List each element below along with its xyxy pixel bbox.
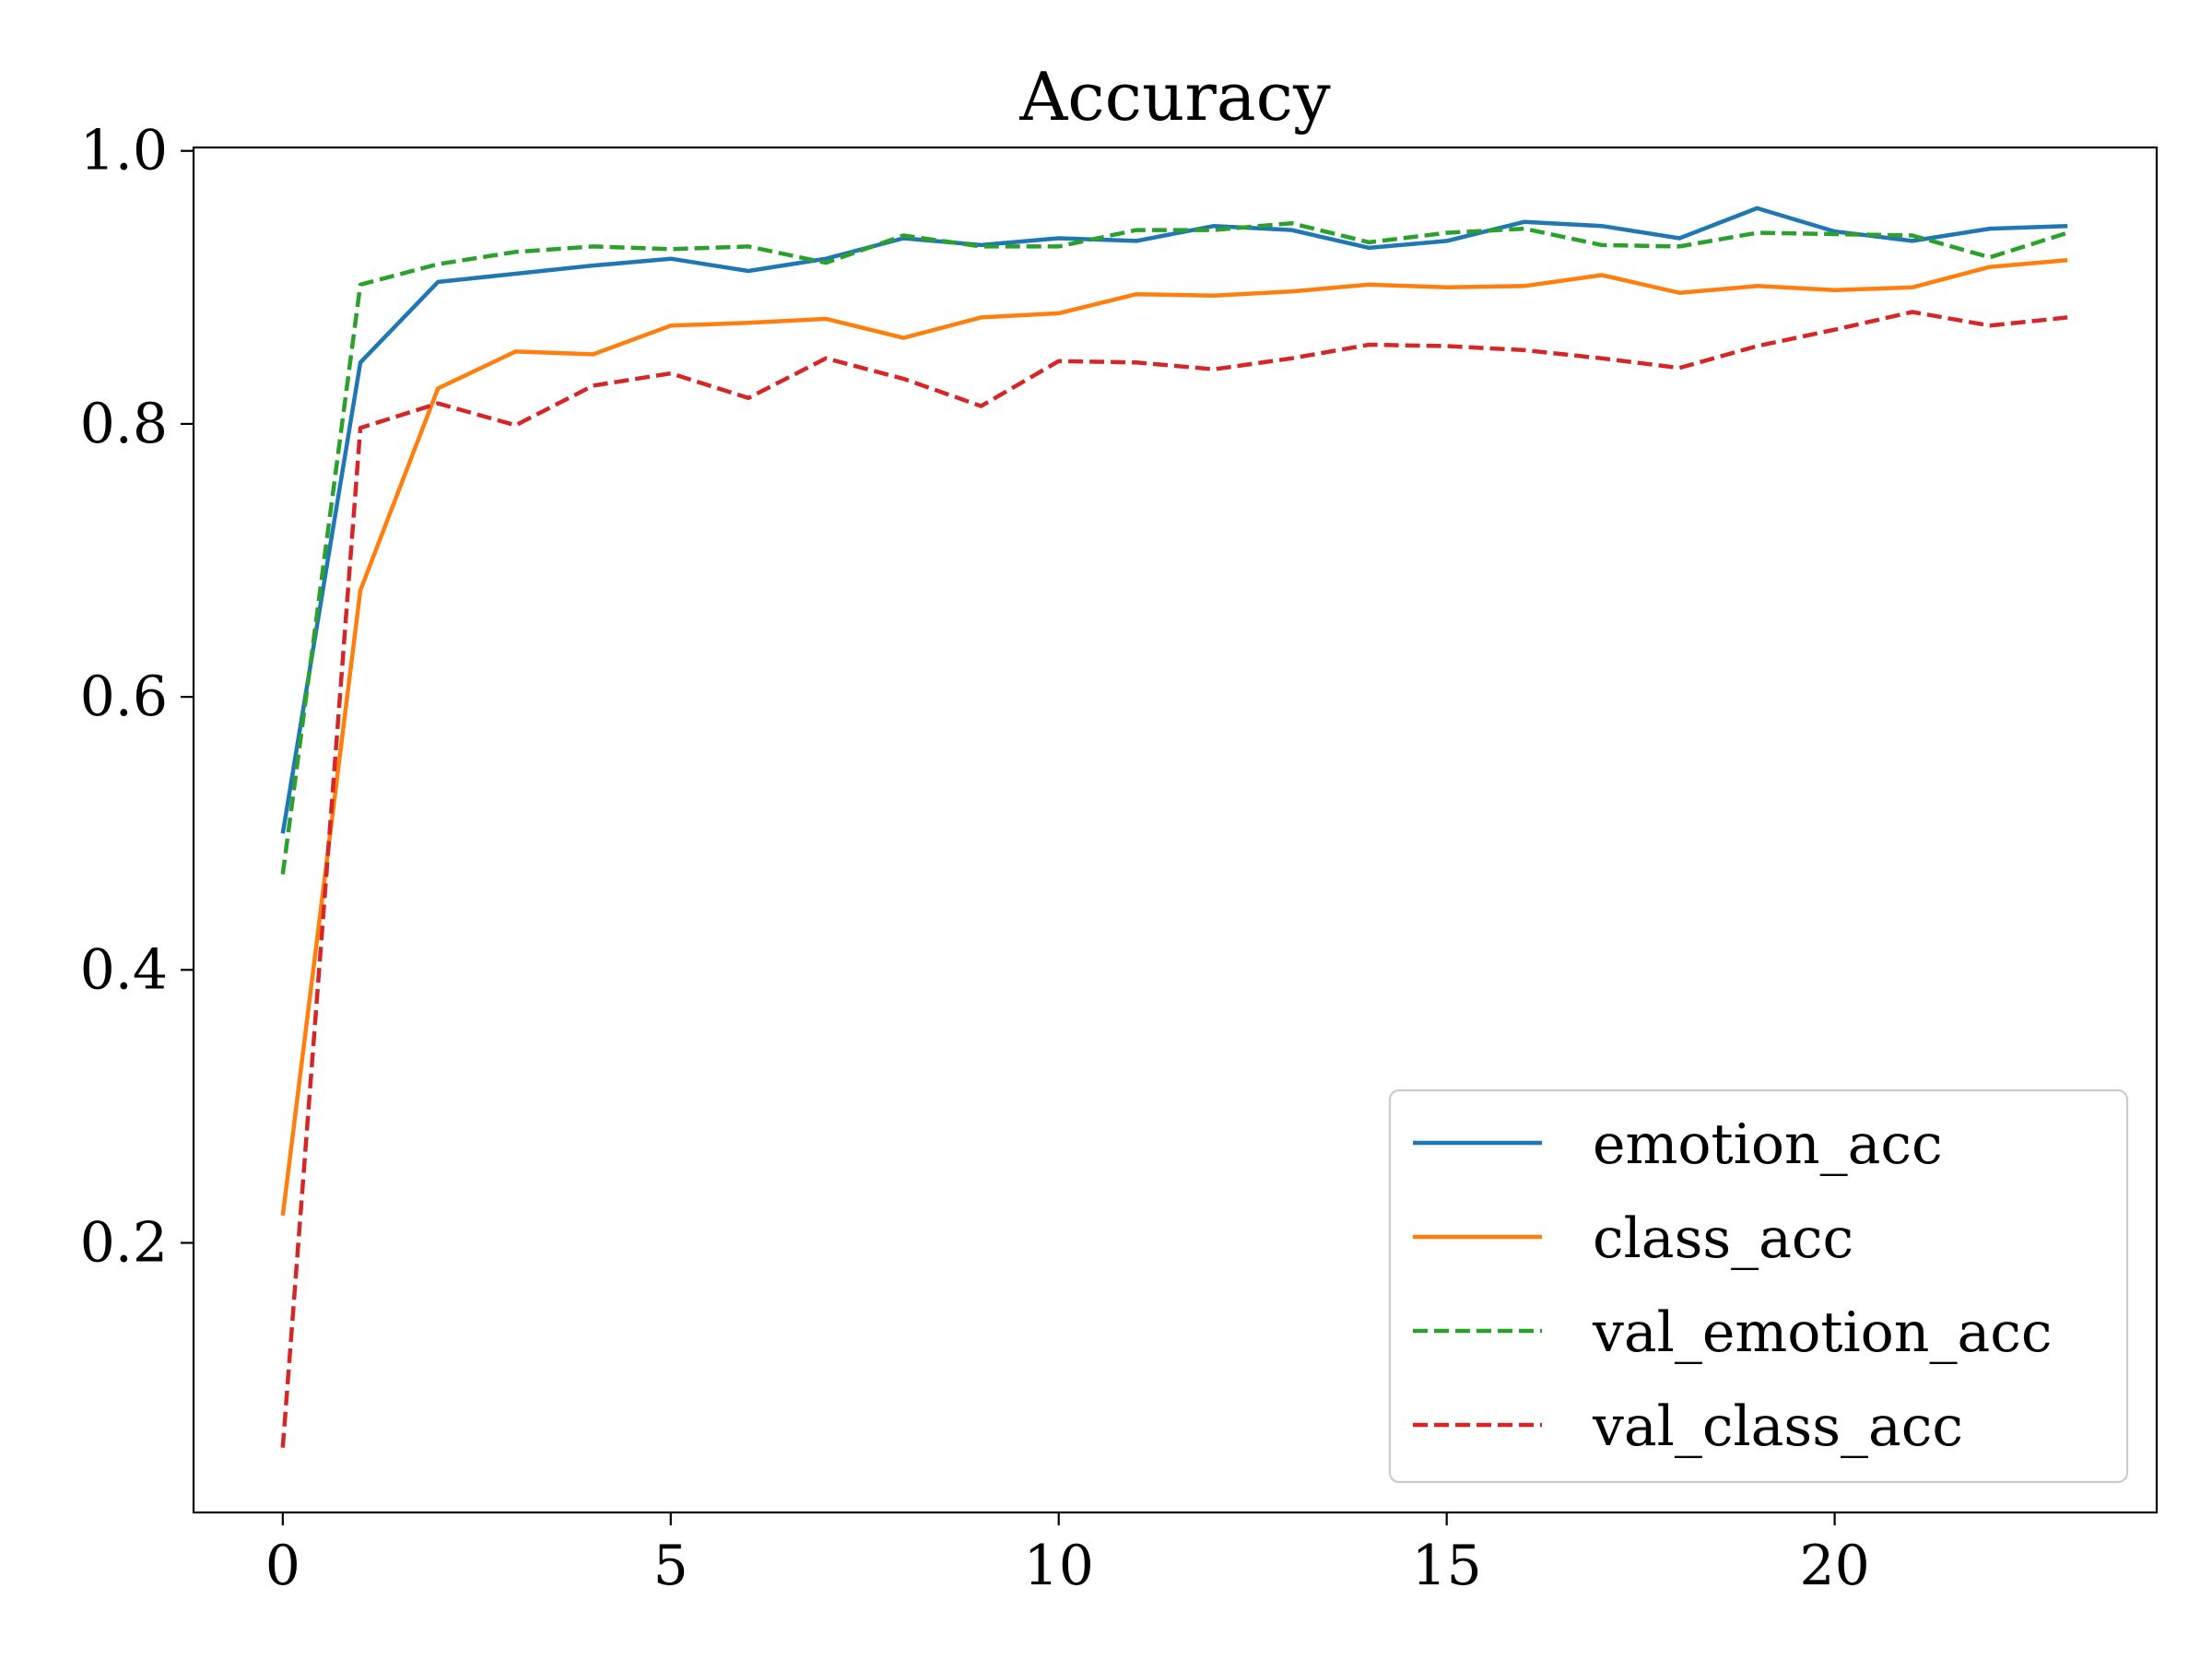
y-axis: 0.2 0.4 0.6 0.8 1.0 xyxy=(80,119,194,1276)
plot-frame xyxy=(192,146,2159,1514)
x-tick-label: 15 xyxy=(1411,1534,1481,1598)
x-tick-label: 20 xyxy=(1799,1534,1869,1598)
series-line-class-acc xyxy=(280,257,2068,1217)
legend: emotion_acc class_acc val_emotion_acc val_c… xyxy=(1388,1088,2129,1484)
legend-box xyxy=(1388,1088,2129,1484)
x-tick-label: 0 xyxy=(265,1534,300,1598)
series-line-emotion-acc xyxy=(280,206,2068,834)
x-tick-label: 10 xyxy=(1024,1534,1094,1598)
legend-label-val-emotion-acc: val_emotion_acc xyxy=(1592,1300,2052,1365)
chart-title: Accuracy xyxy=(1018,58,1331,135)
x-axis: 0 5 10 15 20 xyxy=(265,1512,1870,1598)
legend-label-emotion-acc: emotion_acc xyxy=(1593,1112,1943,1177)
plot-lines xyxy=(280,206,2068,1448)
legend-label-val-class-acc: val_class_acc xyxy=(1592,1394,1963,1459)
y-tick-label: 0.6 xyxy=(80,665,168,729)
y-tick-label: 0.8 xyxy=(80,392,168,456)
series-line-val-class-acc xyxy=(280,310,2068,1448)
y-tick-label: 0.2 xyxy=(80,1211,168,1276)
series-line-val-emotion-acc xyxy=(280,220,2068,875)
y-tick-label: 0.4 xyxy=(80,937,168,1002)
x-tick-label: 5 xyxy=(653,1534,688,1598)
legend-label-class-acc: class_acc xyxy=(1593,1206,1853,1271)
y-tick-label: 1.0 xyxy=(80,119,168,183)
